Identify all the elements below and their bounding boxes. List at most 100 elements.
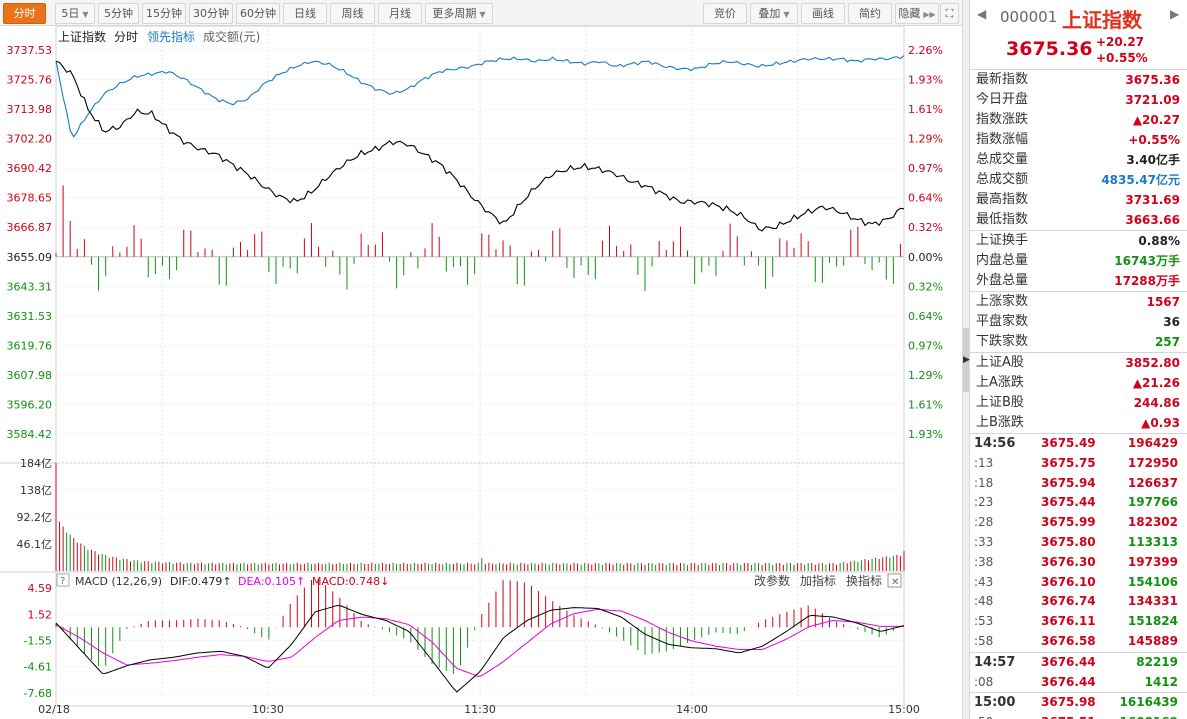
stat-label: 平盘家数	[976, 314, 1029, 329]
tool-button-4[interactable]: 隐藏 ▶▶	[895, 3, 939, 24]
stat-value: 3721.09	[1125, 93, 1180, 107]
period-tab-4[interactable]: 30分钟	[189, 3, 233, 24]
tick-row: :53 3676.11 151824	[970, 612, 1187, 632]
pct-tick-label: 1.29%	[908, 133, 943, 146]
tick-volume: 197766	[1127, 495, 1178, 510]
tick-volume: 151824	[1127, 614, 1178, 629]
stat-label: 总成交额	[976, 172, 1029, 187]
stat-row: 今日开盘 3721.09	[970, 90, 1187, 110]
period-tab-3[interactable]: 15分钟	[142, 3, 186, 24]
tool-button-3[interactable]: 简约	[848, 3, 892, 24]
legend-volume: 成交额(元)	[203, 29, 260, 44]
tick-group: 14:57 3676.44 82219:08 3676.44 1412	[970, 653, 1187, 694]
price-tick-label: 3619.76	[7, 339, 53, 352]
stat-label: 最低指数	[976, 212, 1029, 227]
prev-stock-icon[interactable]: ◀	[977, 7, 987, 21]
period-tab-label: 5日	[61, 7, 80, 20]
time-tick-label: 14:00	[676, 703, 708, 716]
price-tick-label: 3702.20	[7, 133, 53, 146]
tick-time: :08	[974, 674, 994, 689]
tick-price: 3675.99	[1041, 515, 1096, 530]
stat-row: 平盘家数 36	[970, 312, 1187, 332]
macd-action-1[interactable]: 加指标	[800, 573, 836, 588]
price-tick-label: 3737.53	[7, 44, 53, 57]
stat-row: 最高指数 3731.69	[970, 190, 1187, 210]
stat-row: 上涨家数 1567	[970, 292, 1187, 312]
tick-volume: 1412	[1144, 674, 1178, 689]
tool-button-label: 简约	[859, 7, 881, 20]
stat-value: 16743万手	[1114, 254, 1180, 268]
period-tab-5[interactable]: 60分钟	[236, 3, 280, 24]
stat-row: 上证换手 0.88%	[970, 231, 1187, 251]
stat-label: 上证B股	[976, 395, 1024, 410]
stat-group: 上涨家数 1567 平盘家数 36 下跌家数 257	[970, 292, 1187, 353]
stat-value: 244.86	[1133, 396, 1180, 410]
fullscreen-icon[interactable]: ⛶	[940, 3, 959, 24]
time-tick-label: 15:00	[888, 703, 920, 716]
next-stock-icon[interactable]: ▶	[1170, 7, 1180, 21]
last-price: 3675.36	[1006, 38, 1093, 60]
close-icon	[887, 573, 902, 588]
dropdown-arrow-icon: ▼	[783, 10, 790, 19]
legend-leading: 领先指标	[147, 29, 195, 44]
stat-group: 上证换手 0.88% 内盘总量 16743万手 外盘总量 17288万手	[970, 231, 1187, 292]
tool-button-label: 隐藏	[898, 7, 921, 20]
stat-row: 最低指数 3663.66	[970, 210, 1187, 230]
tick-row: :33 3675.80 113313	[970, 533, 1187, 553]
period-tab-label: 周线	[341, 7, 364, 20]
period-tab-label: 月线	[389, 7, 411, 20]
tool-button-label: 竞价	[714, 7, 736, 20]
stat-value: 4835.47亿元	[1101, 173, 1180, 187]
tick-price: 3675.75	[1041, 455, 1096, 470]
volume-tick-label: 92.2亿	[17, 511, 53, 524]
tick-price: 3675.51	[1041, 713, 1096, 719]
pct-tick-label: 0.00%	[908, 251, 943, 264]
tick-volume: 172950	[1127, 455, 1178, 470]
tick-price: 3676.11	[1041, 614, 1096, 629]
macd-action-2[interactable]: 换指标	[846, 573, 882, 588]
stat-value: 3675.36	[1125, 73, 1180, 87]
macd-action-0[interactable]: 改参数	[754, 573, 790, 588]
period-tab-1[interactable]: 5日 ▼	[55, 3, 95, 24]
period-tab-0[interactable]: 分时	[3, 3, 46, 24]
tool-button-2[interactable]: 画线	[801, 3, 845, 24]
period-tab-2[interactable]: 5分钟	[98, 3, 139, 24]
help-icon	[56, 573, 70, 587]
macd-title: MACD (12,26,9)	[75, 575, 162, 588]
dea-line	[55, 608, 904, 677]
stat-value: ▲20.27	[1132, 113, 1180, 127]
price-tick-label: 3725.76	[7, 74, 53, 87]
stat-row: 上证A股 3852.80	[970, 353, 1187, 373]
stock-code: 000001	[1000, 8, 1058, 26]
pct-tick-label: 0.64%	[908, 310, 943, 323]
price-line	[55, 60, 905, 232]
pct-tick-label: 0.64%	[908, 192, 943, 205]
period-tab-8[interactable]: 月线	[378, 3, 422, 24]
tick-row: 14:56 3675.49 196429	[970, 434, 1187, 454]
tool-button-1[interactable]: 叠加 ▼	[750, 3, 798, 24]
legend-intraday: 分时	[114, 30, 138, 44]
period-tab-7[interactable]: 周线	[330, 3, 375, 24]
collapse-arrow-icon[interactable]: ▶	[963, 328, 970, 392]
stat-label: 今日开盘	[976, 92, 1029, 107]
period-tab-9[interactable]: 更多周期 ▼	[425, 3, 493, 24]
stat-value: 0.88%	[1138, 234, 1180, 248]
period-tab-6[interactable]: 日线	[283, 3, 327, 24]
tick-price: 3675.80	[1041, 534, 1096, 549]
tick-time: :58	[974, 633, 994, 648]
tick-row: :08 3676.44 1412	[970, 673, 1187, 693]
volume-tick-label: 138亿	[20, 484, 52, 497]
tick-group: 14:56 3675.49 196429:13 3675.75 172950:18 367…	[970, 434, 1187, 653]
stat-label: 内盘总量	[976, 253, 1029, 268]
tick-price: 3676.44	[1041, 654, 1096, 669]
tool-button-0[interactable]: 竞价	[703, 3, 747, 24]
stat-row: 总成交量 3.40亿手	[970, 150, 1187, 170]
tick-volume: 82219	[1136, 654, 1178, 669]
stat-row: 上A涨跌 ▲21.26	[970, 373, 1187, 393]
price-tick-label: 3643.31	[7, 280, 53, 293]
stat-value: 17288万手	[1114, 274, 1180, 288]
stat-label: 上涨家数	[976, 294, 1029, 309]
tick-time: 14:56	[974, 436, 1016, 451]
pct-tick-label: 1.29%	[908, 369, 943, 382]
tick-time: :48	[974, 594, 994, 609]
